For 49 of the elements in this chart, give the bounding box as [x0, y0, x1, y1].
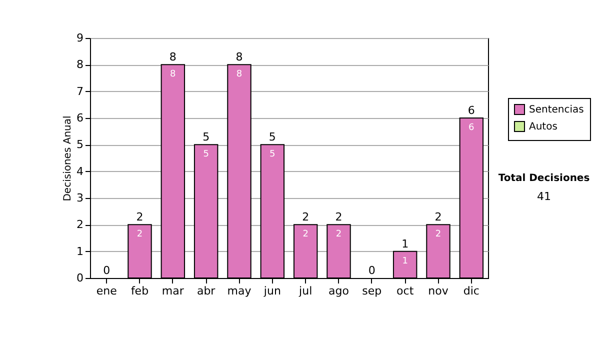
y-axis-title: Decisiones Anual: [62, 116, 74, 202]
x-tick-label: nov: [428, 284, 449, 298]
y-tick-label: 3: [76, 192, 84, 204]
y-tick-label: 9: [76, 32, 84, 44]
total-label: 0: [103, 264, 110, 277]
total-label: 2: [302, 210, 310, 224]
x-tick-label: abr: [196, 284, 216, 298]
y-tick-label: 5: [76, 138, 84, 152]
total-label: 6: [468, 104, 475, 117]
x-tick-label: ene: [96, 284, 118, 298]
total-label: 8: [169, 50, 176, 64]
total-label: 1: [402, 237, 409, 250]
data-label: 2: [136, 230, 143, 240]
data-label: 2: [302, 230, 308, 240]
x-tick-label: may: [227, 284, 252, 298]
data-label: 8: [170, 70, 176, 80]
x-tick-label: ago: [328, 284, 350, 298]
y-tick-label: 0: [76, 272, 84, 284]
y-tick-label: 4: [76, 164, 84, 178]
y-tick-label: 2: [76, 218, 84, 232]
total-label: 8: [236, 50, 243, 64]
total-label: 0: [368, 264, 376, 277]
data-label: 8: [236, 70, 242, 80]
x-tick-label: sep: [362, 284, 382, 298]
total-label: 2: [136, 210, 144, 224]
x-tick-label: dic: [463, 284, 480, 298]
data-label: 1: [402, 256, 408, 266]
x-tick-label: oct: [396, 284, 414, 298]
y-tick-label: 1: [76, 244, 84, 258]
text: Total Decisiones: [498, 173, 590, 184]
total-label: 5: [268, 130, 276, 144]
x-tick-label: jul: [298, 284, 312, 298]
total-label: 5: [202, 130, 210, 144]
x-tick-label: mar: [162, 284, 184, 298]
total-label: 2: [434, 210, 442, 224]
data-label: 5: [270, 150, 276, 160]
data-label: 2: [336, 230, 342, 240]
total-label: 2: [335, 210, 342, 224]
data-label: 2: [435, 230, 442, 240]
x-tick-label: jun: [262, 284, 281, 298]
y-tick-label: 6: [76, 112, 84, 124]
legend-label: Autos: [529, 122, 558, 132]
y-tick-label: 8: [76, 58, 84, 72]
x-tick-label: feb: [130, 284, 149, 298]
data-label: 6: [468, 123, 475, 133]
y-tick-label: 7: [76, 84, 84, 98]
text: 41: [537, 190, 551, 203]
data-label: 5: [203, 150, 209, 160]
legend-label: Sentencias: [529, 104, 584, 116]
